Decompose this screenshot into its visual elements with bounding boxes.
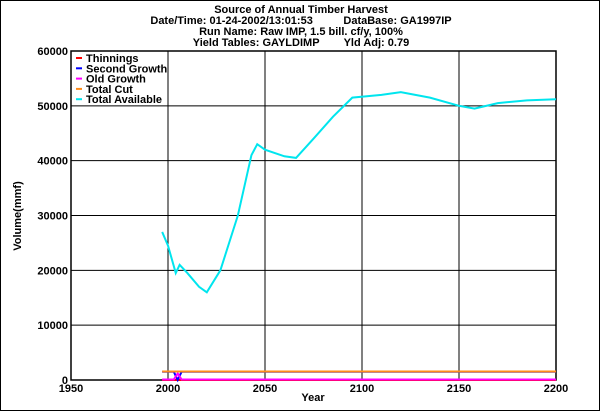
y-tick-label: 0 — [62, 375, 68, 387]
subtitle-line-3: Yield Tables: GAYLDIMP Yld Adj: 0.79 — [192, 37, 410, 49]
series-line-total-available — [161, 91, 557, 294]
legend-label: Total Cut — [86, 84, 133, 96]
y-tick-label: 60000 — [37, 46, 68, 58]
x-tick-label: 2150 — [447, 383, 471, 395]
y-tick-label: 50000 — [37, 101, 68, 113]
series-line-old-growth — [162, 371, 556, 381]
x-tick-label: 2000 — [156, 383, 180, 395]
subtitle-line-1: Date/Time: 01-24-2002/13:01:53 DataBase:… — [150, 15, 452, 27]
chart-title: Source of Annual Timber Harvest — [214, 4, 388, 16]
x-tick-label: 1950 — [59, 383, 83, 395]
y-tick-label: 10000 — [37, 320, 68, 332]
legend-label: Total Available — [86, 94, 162, 106]
x-tick-label: 2100 — [350, 383, 374, 395]
x-tick-label: 2200 — [544, 383, 568, 395]
subtitle-line-2: Run Name: Raw IMP, 1.5 bill. cf/y, 100% — [199, 26, 403, 38]
x-tick-label: 2050 — [253, 383, 277, 395]
y-axis-label: Volume(mmf) — [12, 181, 24, 251]
legend-label: Thinnings — [86, 53, 139, 65]
legend-label: Old Growth — [86, 74, 146, 86]
x-axis-label: Year — [301, 392, 325, 404]
y-tick-label: 30000 — [37, 211, 68, 223]
y-tick-label: 20000 — [37, 265, 68, 277]
legend-label: Second Growth — [86, 63, 168, 75]
y-tick-label: 40000 — [37, 156, 68, 168]
